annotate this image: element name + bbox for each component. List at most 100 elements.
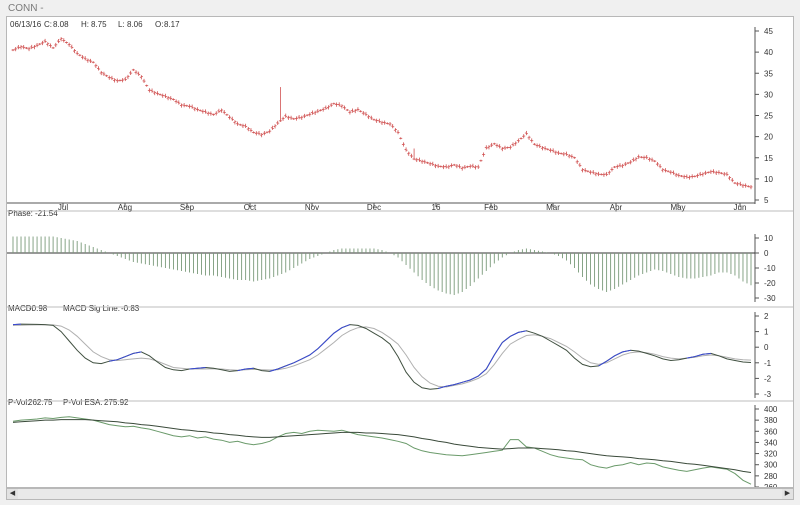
price-x-tick-label: Oct xyxy=(244,203,257,212)
macd-highlight-segment xyxy=(277,365,286,370)
macd-highlight-segment xyxy=(125,352,134,358)
price-open-value: 8.17 xyxy=(164,20,180,29)
macd-y-tick-label: -3 xyxy=(764,390,772,399)
price-close-value: 8.08 xyxy=(53,20,69,29)
macd-y-tick-label: 2 xyxy=(764,312,769,321)
window-title: CONN - xyxy=(8,3,44,14)
macd-y-tick-label: 1 xyxy=(764,328,769,337)
macd-signal-label: MACD Sig Line: xyxy=(63,304,120,313)
macd-signal-value: -0.83 xyxy=(121,304,140,313)
macd-highlight-segment xyxy=(197,366,206,369)
macd-highlight-segment xyxy=(325,332,335,342)
macd-y-tick-label: 0 xyxy=(764,343,769,352)
macd-highlight-segment xyxy=(510,331,519,337)
macd-highlight-segment xyxy=(702,352,711,355)
phase-y-tick-label: -30 xyxy=(764,294,776,303)
pvol-value: 262.75 xyxy=(28,398,53,407)
macd-highlight-segment xyxy=(606,355,615,362)
price-low-value: 8.06 xyxy=(127,20,143,29)
macd-highlight-segment xyxy=(485,354,495,370)
price-high-label: H: xyxy=(81,20,89,29)
pvol-y-tick-label: 400 xyxy=(764,405,778,414)
price-x-tick-label: May xyxy=(670,203,685,212)
macd-y-tick-label: -2 xyxy=(764,374,772,383)
price-open-label: O: xyxy=(155,20,163,29)
macd-highlight-segment xyxy=(470,375,479,381)
price-x-tick-label: Jun xyxy=(734,203,747,212)
price-high-value: 8.75 xyxy=(91,20,107,29)
price-x-tick-label: Dec xyxy=(367,203,381,212)
macd-highlight-segment xyxy=(269,368,278,372)
macd-highlight-segment xyxy=(301,354,311,360)
pvol-y-tick-label: 380 xyxy=(764,416,778,425)
price-y-tick-label: 45 xyxy=(764,27,773,36)
pvol-y-tick-label: 360 xyxy=(764,427,778,436)
macd-highlight-segment xyxy=(694,353,704,358)
macd-label: MACD: xyxy=(8,304,34,313)
macd-highlight-segment xyxy=(237,368,246,372)
scroll-left-icon[interactable]: ◀ xyxy=(7,489,18,499)
price-x-tick-label: Apr xyxy=(610,203,623,212)
price-y-tick-label: 40 xyxy=(764,48,773,57)
price-low-label: L: xyxy=(118,20,125,29)
price-date: 06/13/16 xyxy=(10,20,42,29)
chart-canvas: 06/13/16 C: 8.08 H: 8.75 L: 8.06 O: 8.17… xyxy=(6,16,794,492)
price-y-tick-label: 25 xyxy=(764,112,773,121)
pvol-line xyxy=(12,416,752,485)
macd-highlight-segment xyxy=(109,359,118,362)
pvol-y-tick-label: 320 xyxy=(764,450,778,459)
price-y-tick-label: 35 xyxy=(764,69,773,78)
price-x-tick-label: Mar xyxy=(546,203,560,212)
phase-label: Phase: xyxy=(8,209,33,218)
macd-highlight-segment xyxy=(245,367,254,370)
phase-y-tick-label: -20 xyxy=(764,279,776,288)
macd-value: -0.98 xyxy=(29,304,48,313)
price-x-tick-label: Jul xyxy=(58,203,68,212)
macd-highlight-segment xyxy=(309,348,319,356)
macd-highlight-segment xyxy=(285,362,294,367)
price-y-tick-label: 10 xyxy=(764,175,773,184)
phase-y-tick-label: 0 xyxy=(764,249,769,258)
price-y-tick-label: 5 xyxy=(764,196,769,205)
macd-highlight-segment xyxy=(293,358,303,364)
macd-highlight-segment xyxy=(438,385,447,390)
macd-y-tick-label: -1 xyxy=(764,359,772,368)
macd-highlight-segment xyxy=(493,342,503,356)
scroll-right-icon[interactable]: ▶ xyxy=(782,489,793,499)
phase-y-tick-label: 10 xyxy=(764,234,773,243)
pvol-y-tick-label: 260 xyxy=(764,483,778,487)
phase-y-tick-label: -10 xyxy=(764,264,776,273)
chart-svg: 06/13/16 C: 8.08 H: 8.75 L: 8.06 O: 8.17… xyxy=(7,20,793,492)
price-x-tick-label: Nov xyxy=(305,203,319,212)
macd-highlight-segment xyxy=(477,368,487,377)
macd-highlight-segment xyxy=(518,330,527,333)
pvol-esa-line xyxy=(12,419,752,473)
price-x-tick-label: Sep xyxy=(180,203,195,212)
price-x-tick-label: Aug xyxy=(118,203,132,212)
pvol-y-tick-label: 340 xyxy=(764,438,778,447)
phase-value: -21.54 xyxy=(35,209,58,218)
macd-highlight-segment xyxy=(502,335,511,343)
horizontal-scrollbar[interactable]: ◀ ▶ xyxy=(6,488,794,500)
price-x-tick-label: Feb xyxy=(484,203,498,212)
price-y-tick-label: 15 xyxy=(764,154,773,163)
macd-signal-line xyxy=(12,324,752,388)
macd-highlight-segment xyxy=(462,379,471,383)
macd-highlight-segment xyxy=(317,340,327,350)
macd-highlight-segment xyxy=(341,324,351,329)
price-y-tick-label: 20 xyxy=(764,133,773,142)
price-y-tick-label: 30 xyxy=(764,90,773,99)
macd-highlight-segment xyxy=(333,327,343,334)
macd-highlight-segment xyxy=(598,360,607,367)
macd-highlight-segment xyxy=(686,356,695,359)
macd-highlight-segment xyxy=(446,384,455,387)
pvol-esa-label: P-Vol ESA: xyxy=(63,398,103,407)
macd-highlight-segment xyxy=(189,367,198,370)
price-x-tick-label: 16 xyxy=(432,203,441,212)
macd-highlight-segment xyxy=(133,351,142,354)
pvol-y-tick-label: 280 xyxy=(764,472,778,481)
pvol-label: P-Vol: xyxy=(8,398,29,407)
macd-highlight-segment xyxy=(454,381,463,386)
pvol-esa-value: 275.92 xyxy=(104,398,129,407)
